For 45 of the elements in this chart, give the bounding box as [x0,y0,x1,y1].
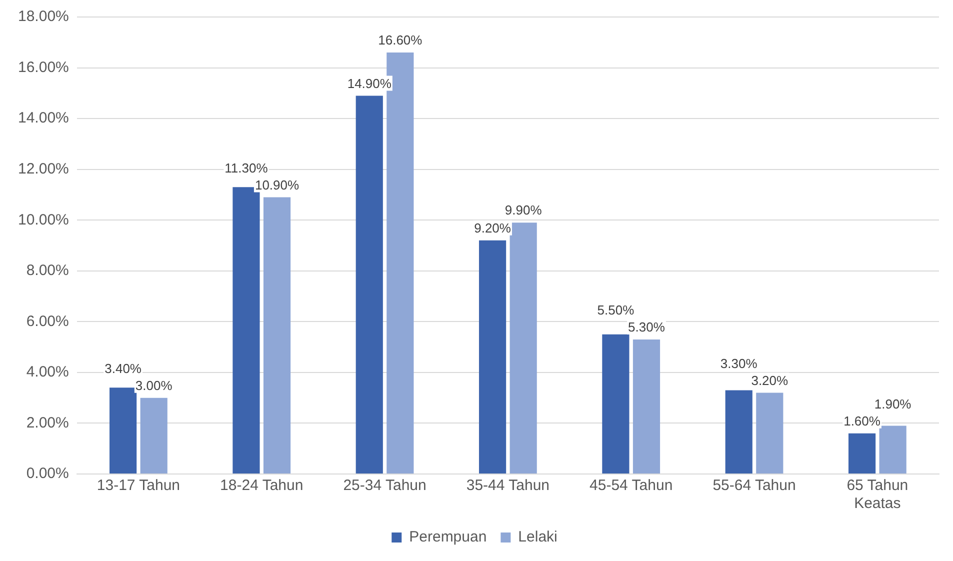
x-tick-label: 35-44 Tahun [466,477,550,494]
x-tick-label: 45-54 Tahun [590,477,673,494]
y-tick-label: 18.00% [18,8,69,26]
bar [110,388,137,474]
bar [602,334,630,474]
x-tick-label: 65 Tahun Keatas [846,477,908,512]
y-tick-label: 12.00% [18,160,69,178]
bar [510,222,537,474]
bar [140,398,168,474]
data-label: 3.40% [104,360,142,376]
data-label: 10.90% [254,177,300,192]
data-label: 11.30% [224,160,268,176]
y-tick-label: 14.00% [18,110,69,127]
data-label: 9.90% [504,202,542,218]
y-tick-label: 2.00% [26,414,69,432]
y-tick-label: 16.00% [18,58,69,76]
x-tick-label: 25-34 Tahun [343,477,426,494]
y-tick-label: 10.00% [18,211,69,228]
data-label: 3.30% [720,356,758,371]
bar [848,433,876,474]
data-label: 5.50% [597,302,635,318]
bar [879,426,906,474]
x-tick-label: 13-17 Tahun [96,477,180,494]
x-tick-label: 18-24 Tahun [220,477,304,494]
bar [263,197,291,474]
data-label: 1.60% [844,413,881,428]
x-tick-label: 55-64 Tahun [712,477,796,494]
data-label: 3.00% [135,378,173,393]
bar [756,392,784,474]
bar [632,339,660,474]
y-tick-label: 8.00% [26,262,69,280]
data-label: 14.90% [347,76,392,91]
bar [725,390,752,474]
legend-label: Lelaki [518,528,558,546]
bar [478,240,506,474]
y-tick-label: 4.00% [26,364,69,381]
y-tick-label: 0.00% [26,465,69,482]
data-label: 16.60% [378,32,423,48]
data-label: 9.20% [474,220,512,236]
data-label: 3.20% [751,372,789,388]
data-label: 5.30% [628,320,666,335]
data-label: 1.90% [874,396,912,412]
bar [356,96,383,474]
y-tick-label: 6.00% [26,312,69,330]
legend-label: Perempuan [409,528,487,546]
